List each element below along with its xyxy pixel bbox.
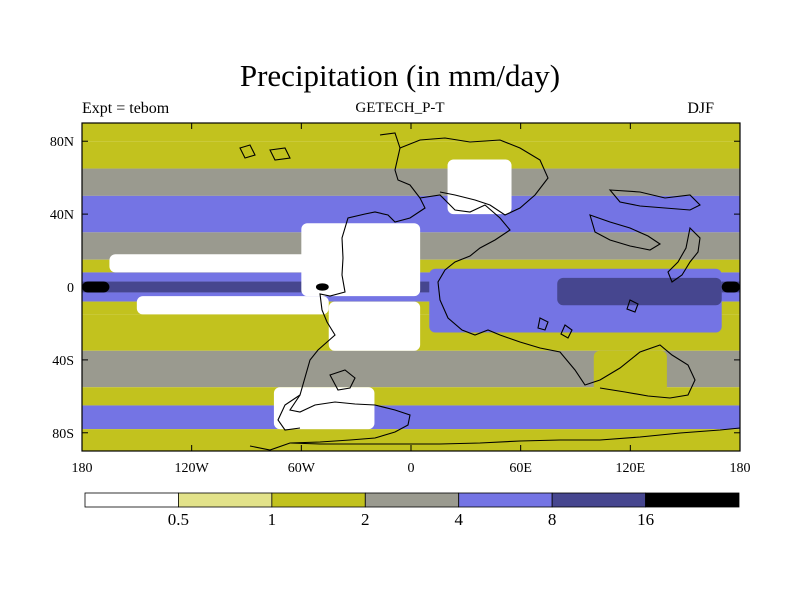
x-tick-label: 120E	[616, 461, 646, 476]
colorbar-swatch-6	[645, 492, 740, 508]
coastline-antarctic-peninsula	[277, 394, 301, 431]
y-tick-label: 0	[67, 281, 74, 296]
coastlines	[239, 132, 740, 451]
zonal-band-13	[82, 405, 740, 430]
zonal-band-1	[82, 141, 740, 169]
chart-title: Precipitation (in mm/day)	[239, 58, 561, 93]
x-tick-label: 60E	[509, 461, 532, 476]
x-tick-label: 60W	[288, 461, 316, 476]
experiment-label: Expt = tebom	[82, 100, 170, 117]
region-dry-continent-north	[301, 223, 421, 297]
coastline-east-arc	[667, 226, 701, 283]
coastline-southwest-islands	[329, 369, 356, 391]
x-tick-label: 120W	[175, 461, 210, 476]
region-wet-tethys-core	[557, 277, 722, 306]
coastline-east-islands	[608, 189, 701, 211]
season-label: DJF	[687, 100, 714, 117]
colorbar: 0.5 1 2 4 8 16	[84, 492, 740, 529]
colorbar-level-label: 8	[548, 510, 557, 529]
dataset-label: GETECH_P-T	[355, 100, 445, 116]
colorbar-level-label: 16	[637, 510, 654, 529]
x-tick-label: 180	[72, 461, 93, 476]
region-wet-pacific-west	[721, 281, 740, 293]
region-subtropical-dry-band-north	[109, 254, 329, 273]
colorbar-swatch-1	[178, 492, 273, 508]
colorbar-level-label: 0.5	[168, 510, 189, 529]
coastline-northern-landmass	[399, 137, 549, 216]
region-dry-high-north	[447, 159, 512, 215]
x-tick-label: 0	[408, 461, 415, 476]
coastline-western-continent	[249, 132, 426, 451]
coastline-eastern-continent	[419, 194, 696, 399]
colorbar-level-label: 4	[454, 510, 463, 529]
coastline-southern-polar	[289, 427, 740, 445]
x-axis: 180 120W 60W 0 60E 120E 180	[72, 123, 751, 476]
zonal-band-12	[82, 387, 740, 406]
zonal-band-0	[82, 123, 740, 142]
y-tick-label: 40S	[52, 354, 74, 369]
precipitation-field	[82, 123, 740, 451]
y-tick-label: 40N	[50, 208, 74, 223]
coastline-east-peninsula	[589, 214, 662, 251]
region-dry-polar-south	[273, 387, 375, 430]
zonal-band-8	[82, 292, 740, 302]
y-tick-label: 80S	[52, 427, 74, 442]
y-axis: 80N 40N 0 40S 80S	[50, 135, 740, 442]
region-dry-continent-south	[328, 301, 421, 351]
colorbar-swatch-2	[271, 492, 366, 508]
y-tick-label: 80N	[50, 135, 74, 150]
colorbar-swatch-0	[84, 492, 179, 508]
coastline-tethys-islands	[537, 299, 639, 339]
region-wet-coastal-core	[315, 283, 329, 291]
colorbar-swatch-3	[364, 492, 460, 508]
x-tick-label: 180	[730, 461, 751, 476]
colorbar-swatch-4	[458, 492, 553, 508]
region-wet-pacific-east	[82, 281, 110, 293]
colorbar-level-label: 1	[268, 510, 277, 529]
zonal-band-14	[82, 429, 740, 451]
region-subtropical-dry-band-south	[136, 296, 329, 315]
region-moist-eastern-continent	[593, 350, 667, 397]
colorbar-swatch-5	[551, 492, 646, 508]
colorbar-level-label: 2	[361, 510, 370, 529]
coastline-arctic-islands	[239, 144, 291, 161]
